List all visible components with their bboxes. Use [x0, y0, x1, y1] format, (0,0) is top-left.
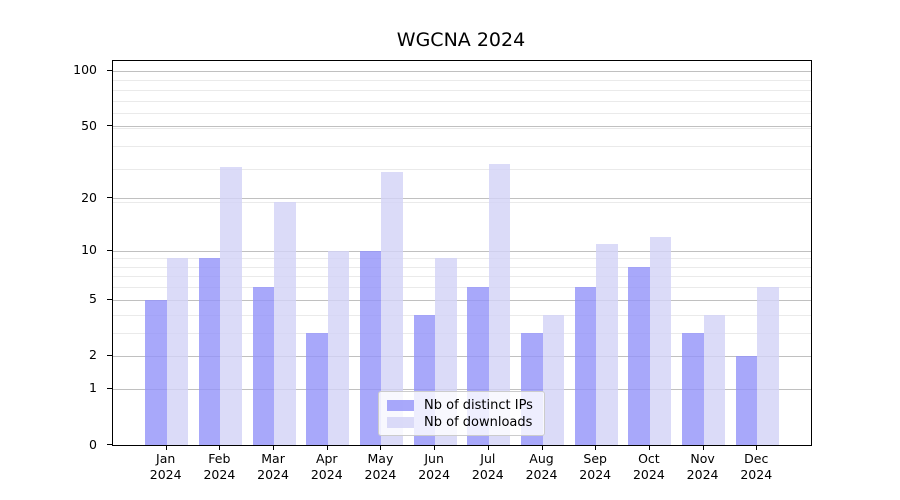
bar-downloads-apr [327, 250, 350, 445]
bar-distinct-ips-feb [198, 258, 221, 445]
x-tick-label-nov: Nov 2024 [686, 451, 719, 482]
bar-downloads-dec [757, 287, 779, 445]
bar-distinct-ips-oct [628, 266, 650, 445]
bar-distinct-ips-dec [735, 355, 758, 445]
minor-gridline [113, 258, 811, 260]
x-tick-mark [756, 445, 758, 450]
bar-downloads-mar [274, 202, 296, 445]
major-gridline [113, 388, 811, 390]
y-tick-label: 1 [89, 380, 97, 396]
minor-gridline [113, 100, 811, 102]
x-tick-mark [487, 445, 489, 450]
x-tick-label-sep: Sep 2024 [579, 451, 612, 482]
y-tick-label: 5 [89, 291, 97, 307]
x-tick-mark [273, 445, 275, 450]
minor-gridline [113, 332, 811, 334]
minor-gridline [113, 127, 811, 129]
legend-label-distinct-ips: Nb of distinct IPs [424, 397, 533, 413]
bar-downloads-may [381, 172, 403, 445]
minor-gridline [113, 314, 811, 316]
y-tick-label: 2 [89, 347, 97, 363]
x-tick-label-oct: Oct 2024 [632, 451, 665, 482]
x-tick-mark [595, 445, 597, 450]
bar-downloads-nov [703, 314, 726, 445]
major-gridline [113, 198, 811, 200]
x-tick-mark [541, 445, 543, 450]
chart-title: WGCNA 2024 [396, 29, 526, 51]
y-tick-mark [107, 387, 112, 389]
major-gridline [113, 355, 811, 357]
y-tick-mark [107, 444, 112, 445]
major-gridline [113, 250, 811, 252]
y-tick-label: 100 [73, 62, 97, 78]
x-tick-label-aug: Aug 2024 [525, 451, 558, 482]
minor-gridline [113, 202, 811, 204]
legend: Nb of distinct IPs Nb of downloads [378, 391, 545, 436]
bar-downloads-jan [166, 258, 189, 445]
minor-gridline [113, 287, 811, 289]
y-tick-label: 50 [81, 117, 97, 133]
legend-swatch-downloads [387, 416, 414, 428]
plot-area [112, 60, 812, 446]
y-tick-mark [107, 354, 112, 356]
x-tick-label-mar: Mar 2024 [257, 451, 289, 482]
y-tick-mark [107, 125, 112, 127]
x-tick-label-apr: Apr 2024 [310, 451, 343, 482]
x-tick-mark [219, 445, 221, 450]
x-tick-mark [326, 445, 328, 450]
x-tick-mark [648, 445, 650, 450]
y-tick-label: 20 [81, 189, 97, 205]
bar-downloads-jul [488, 164, 511, 445]
bar-distinct-ips-sep [574, 287, 597, 445]
x-tick-label-feb: Feb 2024 [203, 451, 236, 482]
x-tick-mark [380, 445, 382, 450]
y-tick-label: 10 [81, 242, 97, 258]
bar-downloads-oct [649, 237, 672, 445]
bar-distinct-ips-jan [145, 299, 167, 445]
legend-item-downloads: Nb of downloads [387, 414, 536, 430]
bar-distinct-ips-apr [306, 332, 328, 445]
y-tick-mark [107, 249, 112, 251]
x-tick-label-jul: Jul 2024 [471, 451, 504, 482]
minor-gridline [113, 89, 811, 91]
y-tick-mark [107, 298, 112, 300]
minor-gridline [113, 113, 811, 115]
x-tick-label-jan: Jan 2024 [149, 451, 182, 482]
minor-gridline [113, 146, 811, 148]
minor-gridline [113, 276, 811, 278]
y-tick-label: 0 [89, 436, 97, 452]
major-gridline [113, 299, 811, 301]
y-tick-mark [107, 69, 112, 71]
major-gridline [113, 70, 811, 72]
x-tick-label-jun: Jun 2024 [418, 451, 451, 482]
legend-swatch-distinct-ips [387, 399, 414, 411]
minor-gridline [113, 266, 811, 268]
y-tick-mark [107, 197, 112, 199]
bar-downloads-feb [220, 166, 242, 445]
bar-distinct-ips-may [359, 250, 382, 445]
x-tick-mark [165, 445, 167, 450]
legend-item-distinct-ips: Nb of distinct IPs [387, 397, 536, 413]
bar-downloads-sep [596, 243, 618, 445]
legend-label-downloads: Nb of downloads [424, 414, 533, 430]
x-tick-label-may: May 2024 [364, 451, 397, 482]
x-tick-mark [434, 445, 436, 450]
minor-gridline [113, 80, 811, 82]
x-tick-mark [702, 445, 704, 450]
major-gridline [113, 126, 811, 128]
bar-downloads-aug [542, 314, 565, 445]
bar-distinct-ips-nov [682, 332, 704, 445]
bar-distinct-ips-mar [252, 287, 275, 445]
x-tick-label-dec: Dec 2024 [740, 451, 773, 482]
minor-gridline [113, 169, 811, 171]
